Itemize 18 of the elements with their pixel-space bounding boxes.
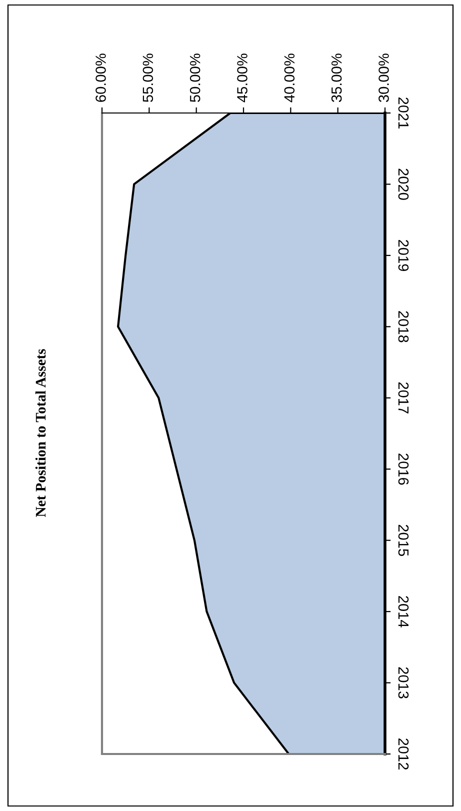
x-tick-label: 50.00% xyxy=(190,54,200,102)
y-tick-label: 2017 xyxy=(398,382,409,414)
x-tick-label: 30.00% xyxy=(378,54,389,102)
x-tick-label: 45.00% xyxy=(237,54,248,102)
y-tick-label: 2015 xyxy=(398,524,409,556)
y-tick-label: 2012 xyxy=(398,738,409,770)
x-tick-label: 40.00% xyxy=(284,54,295,102)
y-tick-label: 2020 xyxy=(398,168,409,200)
y-tick-label: 2016 xyxy=(398,454,409,485)
x-tick-label: 55.00% xyxy=(142,54,154,102)
x-tick-label: 60.00% xyxy=(96,54,106,102)
y-tick-label: 2021 xyxy=(398,98,409,129)
y-tick-label: 2019 xyxy=(398,240,409,271)
text: Net Position to Total Assets xyxy=(35,349,46,517)
y-tick-label: 2014 xyxy=(398,596,409,628)
y-tick-label: 2018 xyxy=(398,311,409,342)
x-tick-label: 35.00% xyxy=(331,54,342,102)
y-tick-label: 2013 xyxy=(398,667,409,698)
